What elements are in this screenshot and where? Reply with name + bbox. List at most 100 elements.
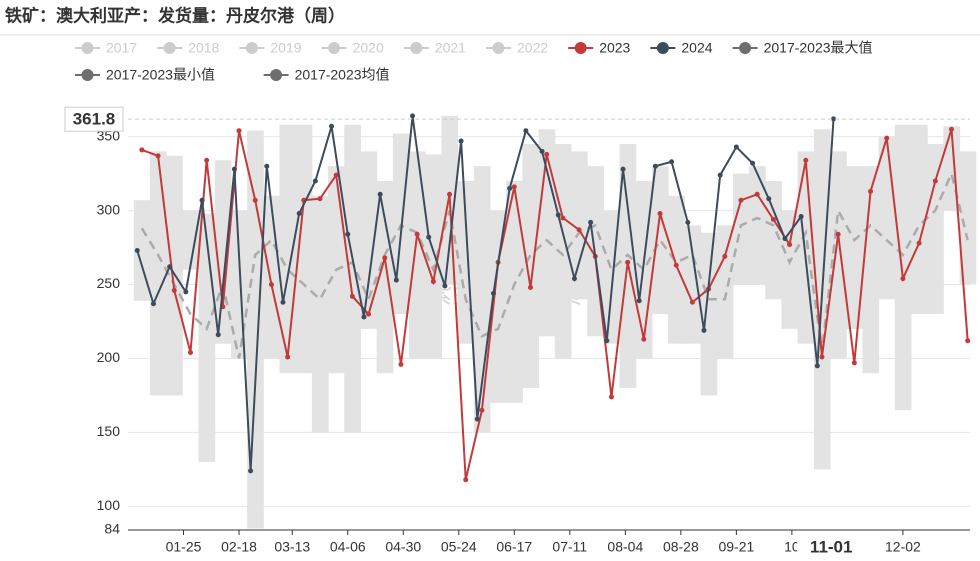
- x-tick-label: 09-21: [718, 539, 754, 555]
- data-point: [317, 196, 323, 202]
- data-point: [398, 361, 404, 367]
- legend-label: 2023: [599, 40, 630, 56]
- data-point: [345, 231, 351, 237]
- data-point: [366, 311, 372, 317]
- legend-label: 2020: [353, 40, 384, 56]
- data-point: [410, 113, 416, 119]
- data-point: [382, 255, 388, 261]
- range-band: [133, 200, 151, 301]
- y-tick-label: 200: [97, 349, 121, 365]
- range-band: [959, 151, 977, 285]
- data-point: [641, 336, 647, 342]
- y-tick-label: 84: [104, 521, 120, 537]
- x-tick-label: 08-04: [607, 539, 643, 555]
- range-band: [846, 166, 863, 329]
- data-point: [296, 211, 302, 217]
- legend-label: 2021: [435, 40, 466, 56]
- data-point: [636, 298, 642, 304]
- data-point: [701, 327, 707, 333]
- pointer-y-label: 361.8: [73, 110, 116, 129]
- data-point: [285, 354, 291, 360]
- legend-marker: [574, 42, 587, 54]
- data-point: [814, 363, 820, 369]
- data-point: [312, 178, 318, 184]
- data-point: [155, 153, 161, 159]
- data-point: [349, 293, 355, 299]
- data-point: [916, 240, 922, 246]
- data-point: [620, 166, 626, 172]
- range-band: [376, 180, 394, 374]
- range-band: [732, 173, 750, 285]
- data-point: [199, 197, 205, 203]
- data-point: [803, 157, 809, 163]
- x-tick-label: 07-11: [552, 539, 587, 555]
- data-point: [819, 354, 825, 360]
- data-point: [722, 253, 728, 259]
- range-band: [263, 195, 281, 359]
- legend-label: 2024: [681, 40, 712, 56]
- data-point: [458, 138, 464, 144]
- data-point: [689, 299, 695, 305]
- data-point: [231, 166, 237, 172]
- data-point: [625, 259, 631, 265]
- legend-label: 2019: [270, 40, 301, 56]
- x-tick-label: 04-30: [385, 539, 421, 555]
- data-point: [329, 123, 335, 129]
- range-band: [684, 225, 702, 344]
- data-point: [361, 314, 367, 320]
- data-point: [754, 191, 760, 197]
- legend-marker: [492, 42, 505, 54]
- x-tick-label: 12-02: [885, 539, 921, 555]
- data-point: [733, 144, 739, 150]
- data-point: [608, 394, 614, 400]
- range-band: [506, 180, 523, 403]
- data-point: [798, 213, 804, 219]
- x-tick-label: 03-13: [274, 539, 310, 555]
- data-point: [447, 191, 453, 197]
- data-point: [576, 227, 582, 233]
- range-band: [182, 210, 200, 270]
- legend-marker: [245, 42, 258, 54]
- legend-marker: [163, 42, 176, 54]
- range-band: [716, 225, 734, 359]
- range-band: [894, 124, 912, 411]
- data-point: [900, 276, 906, 282]
- data-point: [507, 185, 513, 191]
- y-tick-label: 100: [97, 497, 121, 513]
- range-band: [765, 180, 782, 300]
- data-point: [544, 151, 550, 157]
- legend-marker: [656, 42, 669, 54]
- data-point: [523, 128, 529, 134]
- data-point: [171, 287, 177, 293]
- data-point: [571, 276, 577, 282]
- data-point: [948, 126, 954, 132]
- range-band: [409, 151, 426, 359]
- data-point: [393, 277, 399, 283]
- data-point: [657, 211, 663, 217]
- data-point: [685, 219, 691, 225]
- data-point: [187, 350, 193, 356]
- data-point: [236, 128, 242, 134]
- legend-marker: [328, 42, 341, 54]
- data-point: [868, 188, 874, 194]
- data-point: [750, 160, 756, 166]
- range-band: [668, 195, 685, 344]
- range-band: [295, 124, 313, 374]
- range-band: [830, 151, 847, 359]
- data-point: [183, 289, 189, 295]
- data-point: [377, 191, 383, 197]
- data-point: [463, 477, 469, 483]
- data-point: [673, 262, 679, 268]
- data-point: [167, 264, 173, 270]
- data-point: [560, 215, 566, 221]
- data-point: [787, 242, 793, 248]
- data-point: [717, 172, 723, 178]
- range-band: [230, 210, 248, 359]
- data-point: [770, 216, 776, 222]
- x-tick-label: 04-06: [330, 539, 366, 555]
- data-point: [604, 338, 610, 344]
- data-point: [442, 283, 448, 289]
- series-line: [141, 128, 969, 480]
- data-point: [884, 135, 890, 141]
- legend-marker: [270, 69, 283, 81]
